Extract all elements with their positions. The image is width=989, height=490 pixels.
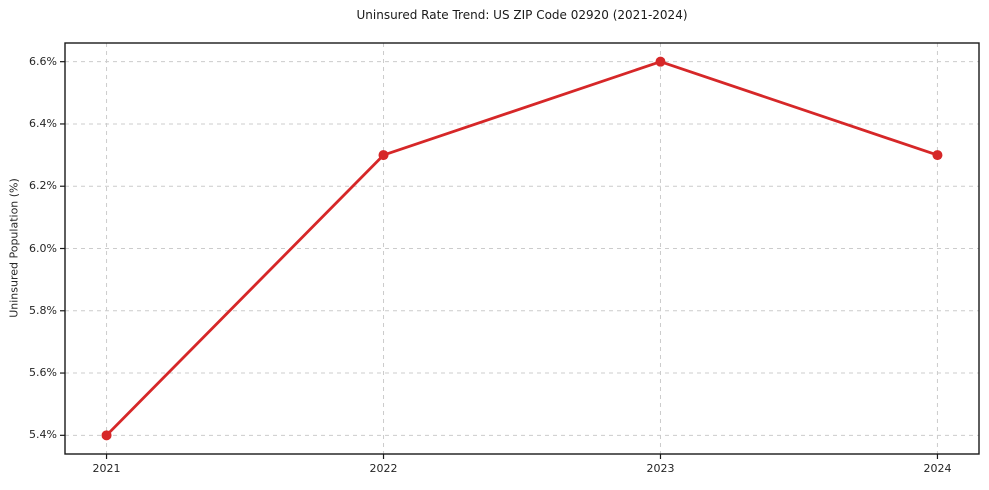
data-point xyxy=(101,430,112,441)
chart-title: Uninsured Rate Trend: US ZIP Code 02920 … xyxy=(356,8,688,22)
x-tick-label: 2021 xyxy=(92,462,121,475)
y-tick-label: 6.4% xyxy=(29,116,57,130)
x-tick-label: 2023 xyxy=(646,462,675,475)
y-tick-label: 5.8% xyxy=(29,303,57,317)
y-tick-label: 6.0% xyxy=(29,241,57,255)
data-point xyxy=(378,150,389,161)
trend-line xyxy=(105,60,939,437)
data-point xyxy=(655,56,666,67)
y-tick-label: 6.6% xyxy=(29,54,57,68)
x-tick-label: 2024 xyxy=(923,462,952,475)
y-tick-label: 5.4% xyxy=(29,428,57,442)
y-tick-label: 6.2% xyxy=(29,179,57,193)
data-point xyxy=(932,150,943,161)
x-tick-label: 2022 xyxy=(369,462,398,475)
y-tick-label: 5.6% xyxy=(29,366,57,380)
